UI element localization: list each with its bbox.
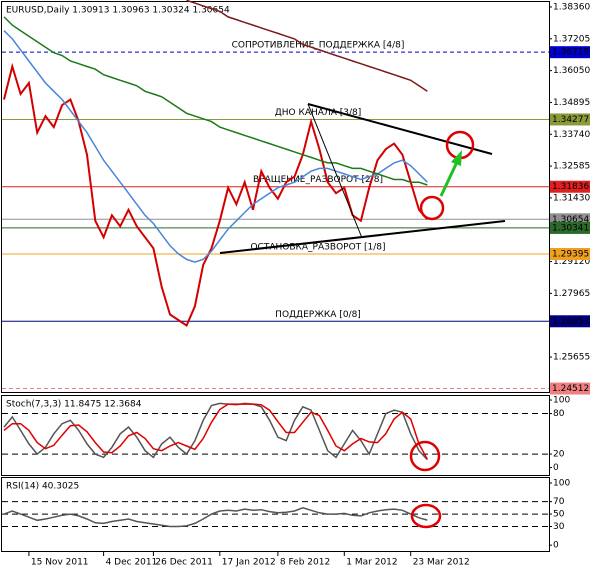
y-tick-label: 1.29120 bbox=[553, 257, 590, 267]
annotations bbox=[219, 103, 506, 529]
panel-title: EURUSD,Daily 1.30913 1.30963 1.30324 1.3… bbox=[6, 6, 230, 16]
x-tick-label: 4 Dec 2011 bbox=[106, 558, 158, 568]
level-label: ВРАЩЕНИЕ_РАЗВОРОТ [2/8] bbox=[253, 175, 383, 185]
trendline bbox=[307, 103, 363, 239]
series-line bbox=[186, 0, 428, 92]
y-tick-label: 1.36050 bbox=[553, 66, 590, 76]
y-tick-label: 80 bbox=[553, 409, 565, 419]
price-tag-label: 1.34277 bbox=[552, 115, 589, 125]
price-tag bbox=[550, 180, 590, 193]
series-line bbox=[3, 507, 428, 528]
y-tick-label: 0 bbox=[553, 463, 559, 473]
y-tick-label: 70 bbox=[553, 497, 565, 507]
x-tick-label: 8 Feb 2012 bbox=[280, 558, 330, 568]
level-label: СОПРОТИВЛЕНИЕ_ПОДДЕРЖКА [4/8] bbox=[232, 41, 405, 51]
price-tag bbox=[550, 46, 590, 59]
price-tag bbox=[550, 315, 590, 328]
price-tag bbox=[550, 247, 590, 260]
y-tick-label: 1.27965 bbox=[553, 289, 590, 299]
y-tick-label: 1.32585 bbox=[553, 162, 590, 172]
price-tag bbox=[550, 382, 590, 395]
level-label: ОСТАНОВКА_РАЗВОРОТ [1/8] bbox=[250, 242, 385, 252]
x-tick-label: 15 Nov 2011 bbox=[31, 558, 89, 568]
y-tick-label: 100 bbox=[553, 396, 570, 406]
price-circle bbox=[419, 195, 445, 221]
price-tag-label: 1.31836 bbox=[552, 182, 589, 192]
series-line bbox=[3, 62, 429, 327]
panel-title: RSI(14) 40.3025 bbox=[6, 482, 79, 492]
y-tick-label: 1.37205 bbox=[553, 34, 590, 44]
price-tag-label: 1.24512 bbox=[552, 384, 589, 394]
series-line bbox=[3, 30, 428, 263]
y-tick-label: 30 bbox=[553, 522, 565, 532]
trendline bbox=[219, 220, 506, 254]
price-tag-label: 1.30341 bbox=[552, 223, 589, 233]
x-tick-label: 1 Mar 2012 bbox=[346, 558, 397, 568]
stoch-panel bbox=[1, 395, 550, 476]
y-tick-label: 50 bbox=[553, 510, 565, 520]
y-tick-label: 100 bbox=[553, 478, 570, 488]
y-tick-label: 1.33740 bbox=[553, 130, 590, 140]
main-panel bbox=[1, 1, 550, 393]
x-tick-label: 23 Mar 2012 bbox=[413, 558, 470, 568]
forecast-arrow bbox=[439, 161, 459, 197]
series-line bbox=[3, 16, 428, 186]
y-tick-label: 1.34895 bbox=[553, 98, 590, 108]
y-tick-label: 0 bbox=[553, 541, 559, 551]
stoch-circle bbox=[409, 440, 441, 472]
price-tag-label: 1.26953 bbox=[552, 317, 589, 327]
y-tick-label: 20 bbox=[553, 450, 565, 460]
level-label: ДНО КАНАЛА [3/8] bbox=[275, 108, 362, 118]
price-tag-label: 1.29395 bbox=[552, 249, 589, 259]
price-tag-label: 1.36719 bbox=[552, 48, 589, 58]
price-tag bbox=[550, 221, 590, 234]
level-label: ПОДДЕРЖКА [0/8] bbox=[275, 310, 361, 320]
series-line bbox=[3, 403, 428, 460]
panel-title: Stoch(7,3,3) 11.8475 12.3684 bbox=[6, 400, 142, 410]
trendline bbox=[307, 103, 493, 155]
price-tag bbox=[550, 113, 590, 126]
arrow-head bbox=[451, 150, 462, 166]
y-tick-label: 1.38360 bbox=[553, 2, 590, 12]
price-tag-label: 1.30654 bbox=[552, 215, 589, 225]
x-tick-label: 26 Dec 2011 bbox=[155, 558, 213, 568]
y-tick-label: 1.31430 bbox=[553, 193, 590, 203]
rsi-circle bbox=[410, 503, 442, 529]
y-tick-label: 1.25655 bbox=[553, 353, 590, 363]
x-tick-label: 17 Jan 2012 bbox=[222, 558, 276, 568]
